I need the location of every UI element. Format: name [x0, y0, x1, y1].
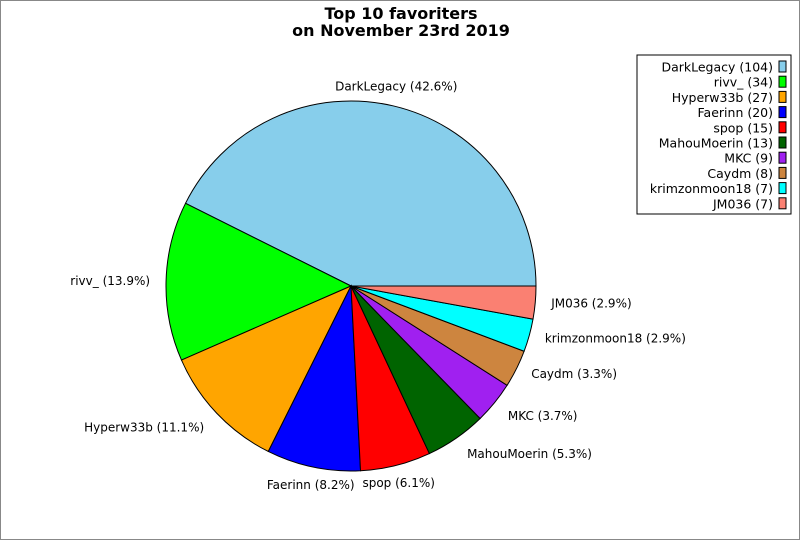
- chart-title-line-2: on November 23rd 2019: [292, 21, 510, 40]
- legend-box: [636, 54, 792, 215]
- slice-label: krimzonmoon18 (2.9%): [545, 332, 686, 346]
- pie-slice-faerinn: [267, 284, 362, 472]
- pie-slice-rivv: [165, 202, 353, 361]
- legend-label: DarkLegacy (104): [661, 60, 773, 75]
- slice-label: Faerinn (8.2%): [267, 478, 355, 492]
- slice-label: Caydm (3.3%): [531, 367, 617, 381]
- slice-label: rivv_ (13.9%): [70, 274, 150, 288]
- legend-swatch: [778, 60, 787, 73]
- legend-swatch: [778, 151, 787, 164]
- legend-label: MahouMoerin (13): [659, 136, 773, 151]
- slice-label: spop (6.1%): [362, 476, 435, 490]
- legend-swatch: [778, 75, 787, 88]
- legend-label: krimzonmoon18 (7): [650, 181, 773, 196]
- legend-swatch: [778, 166, 787, 179]
- slice-label: MKC (3.7%): [508, 409, 578, 423]
- legend-label: Hyperw33b (27): [672, 90, 773, 105]
- legend-swatch: [778, 121, 787, 134]
- legend-label: Faerinn (20): [698, 105, 773, 120]
- pie-slice-hyperw33b: [180, 284, 353, 453]
- slice-label: DarkLegacy (42.6%): [335, 79, 457, 93]
- legend-label: MKC (9): [724, 151, 773, 166]
- legend-label: spop (15): [713, 120, 773, 135]
- pie-slice-darklegacy: [184, 100, 537, 287]
- legend-swatch: [778, 106, 787, 119]
- legend-swatch: [778, 197, 787, 210]
- slice-label: MahouMoerin (5.3%): [467, 447, 592, 461]
- legend-swatch: [778, 136, 787, 149]
- legend-label: rivv_ (34): [714, 75, 773, 90]
- slice-label: Hyperw33b (11.1%): [84, 421, 204, 435]
- legend-swatch: [778, 182, 787, 195]
- pie-slice-jm036: [350, 285, 537, 320]
- chart-title-line-1: Top 10 favoriters: [324, 4, 477, 23]
- legend-label: JM036 (7): [712, 196, 773, 211]
- legend-label: Caydm (8): [707, 166, 773, 181]
- slice-label: JM036 (2.9%): [550, 297, 631, 311]
- legend-swatch: [778, 90, 787, 103]
